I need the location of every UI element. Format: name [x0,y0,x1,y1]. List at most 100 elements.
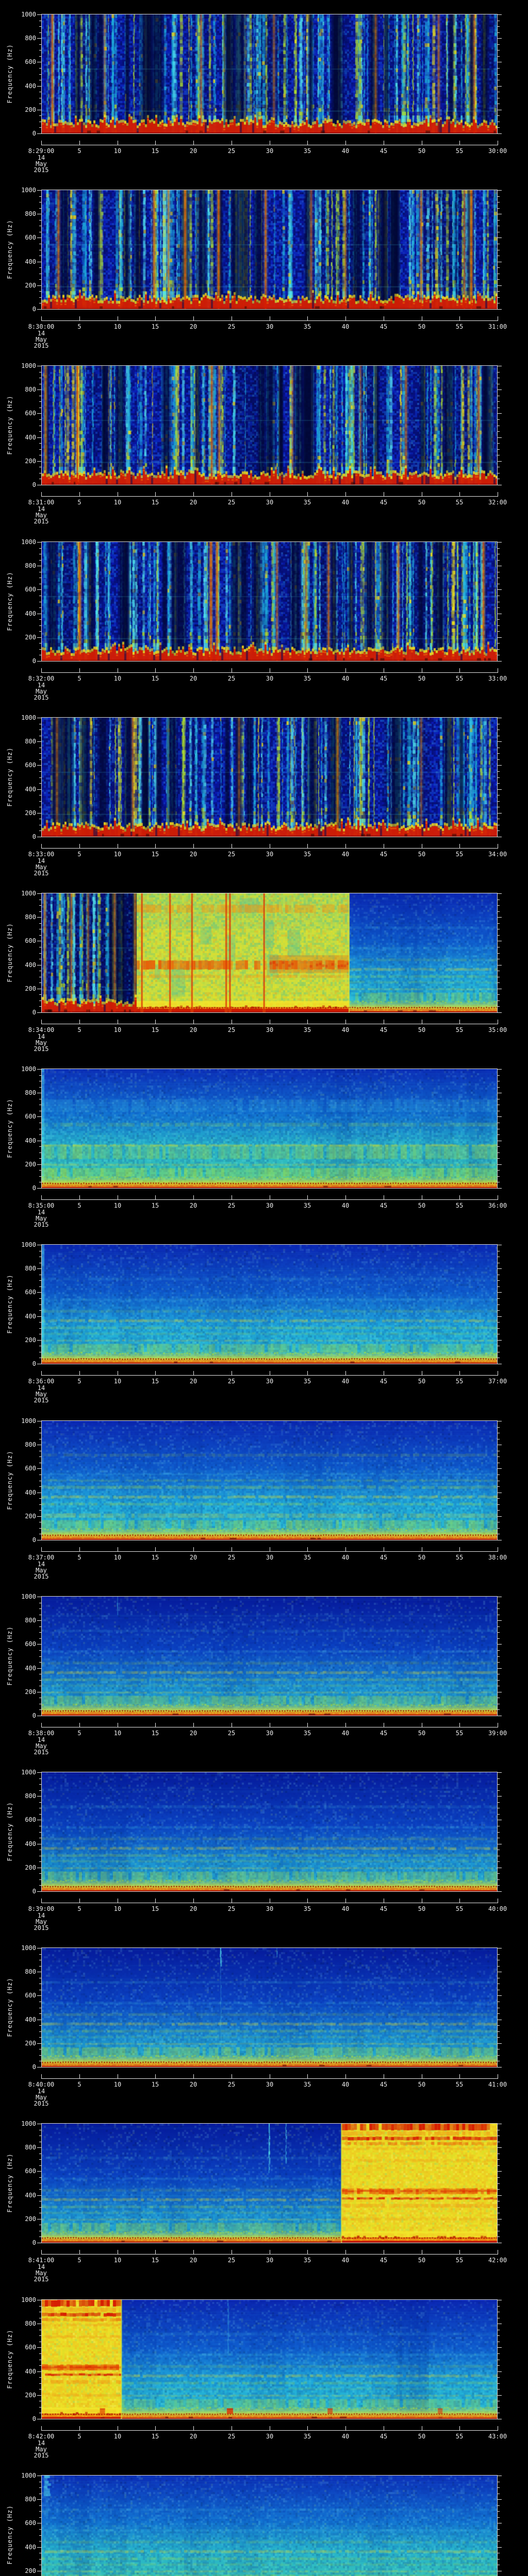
x-tick-label: 10 [113,1202,122,1209]
y-major-tick [37,1164,41,1165]
y-tick-label: 400 [25,1137,36,1144]
x-major-tick [345,1195,346,1199]
x-tick-label: 20 [189,1202,197,1209]
y-minor-tick [39,2407,41,2408]
y-minor-tick-right [498,1304,500,1305]
end-time-label: 41:00 [488,2081,507,2088]
x-tick-label: 50 [418,1554,426,1561]
x-tick-label: 25 [227,1905,236,1912]
x-tick-label: 5 [77,323,81,330]
start-time-label: 8:40:00 [28,2081,55,2088]
y-minor-tick-right [498,1656,500,1657]
y-major-tick [37,589,41,590]
x-tick-label: 30 [266,1905,274,1912]
x-major-tick [307,1723,308,1727]
x-tick-label: 25 [227,1026,236,1033]
y-tick-label: 400 [25,2544,36,2551]
y-minor-tick [39,1304,41,1305]
y-tick-label: 0 [32,833,36,840]
y-tick-label: 400 [25,1840,36,1848]
date-line: May [36,1918,47,1925]
x-tick-label: 20 [189,675,197,682]
y-tick-label: 600 [25,2344,36,2351]
y-minor-tick [39,32,41,33]
y-major-tick-right [498,2347,502,2348]
y-major-tick-right [498,1516,502,1517]
y-minor-tick [39,2031,41,2032]
x-tick-label: 30 [266,1554,274,1561]
x-tick-label: 30 [266,323,274,330]
x-tick-label: 20 [189,1026,197,1033]
y-minor-tick [39,1498,41,1499]
x-major-tick [193,316,194,320]
spectrogram-heatmap [42,2300,497,2419]
x-tick-label: 50 [418,2433,426,2440]
x-tick-label: 10 [113,1026,122,1033]
y-minor-tick [39,1528,41,1529]
y-minor-tick-right [498,1528,500,1529]
x-tick-label: 10 [113,1378,122,1385]
date-line: 2015 [34,342,49,349]
y-minor-tick-right [498,1146,500,1147]
y-tick-label: 800 [25,35,36,42]
y-minor-tick [39,2159,41,2160]
y-minor-tick-right [498,196,500,197]
y-tick-label: 200 [25,2040,36,2047]
y-minor-tick-right [498,2236,500,2237]
x-tick-label: 50 [418,1026,426,1033]
y-tick-label: 600 [25,937,36,944]
x-tick-label: 30 [266,1202,274,1209]
y-minor-tick-right [498,1498,500,1499]
y-minor-tick [39,560,41,561]
y-major-tick [37,1644,41,1645]
x-major-tick [41,2250,42,2254]
x-tick-label: 15 [151,851,159,858]
y-minor-tick [39,220,41,221]
y-axis-title: Frequency (Hz) [6,747,13,807]
y-major-tick [37,1772,41,1773]
y-minor-tick [39,1885,41,1886]
y-major-tick [37,86,41,87]
time-axis-line [41,2078,498,2079]
y-minor-tick-right [498,2189,500,2190]
y-minor-tick-right [498,401,500,402]
y-minor-tick [39,759,41,760]
y-minor-tick-right [498,2365,500,2366]
y-minor-tick [39,753,41,754]
x-major-tick [79,141,80,145]
x-tick-label: 15 [151,2433,159,2440]
y-major-tick [37,190,41,191]
x-major-tick [193,2250,194,2254]
spectrogram-heatmap [42,542,497,661]
x-major-tick [193,2426,194,2430]
x-tick-label: 25 [227,147,236,155]
date-line: May [36,512,47,519]
x-tick-label: 25 [227,323,236,330]
y-minor-tick-right [498,1861,500,1862]
y-major-tick [37,789,41,790]
y-minor-tick [39,279,41,280]
spectrogram-heatmap [42,14,497,133]
x-tick-label: 35 [303,1378,311,1385]
y-minor-tick-right [498,649,500,650]
end-time-label: 39:00 [488,1730,507,1737]
y-minor-tick-right [498,2306,500,2307]
end-time-label: 34:00 [488,851,507,858]
x-major-tick [155,141,156,145]
y-major-tick-right [498,461,502,462]
time-axis-line [41,1199,498,1200]
x-tick-label: 40 [341,323,350,330]
y-minor-tick [39,1298,41,1299]
x-major-tick [307,2074,308,2078]
y-major-tick-right [498,2195,502,2196]
y-minor-tick [39,1638,41,1639]
y-minor-tick-right [498,1873,500,1874]
y-tick-label: 200 [25,2392,36,2399]
y-minor-tick-right [498,1680,500,1681]
x-major-tick [459,1547,460,1551]
date-line: 2015 [34,1749,49,1756]
x-tick-label: 40 [341,1378,350,1385]
y-major-tick [37,2395,41,2396]
spectrogram-heatmap [42,1069,497,1188]
y-minor-tick [39,2037,41,2038]
